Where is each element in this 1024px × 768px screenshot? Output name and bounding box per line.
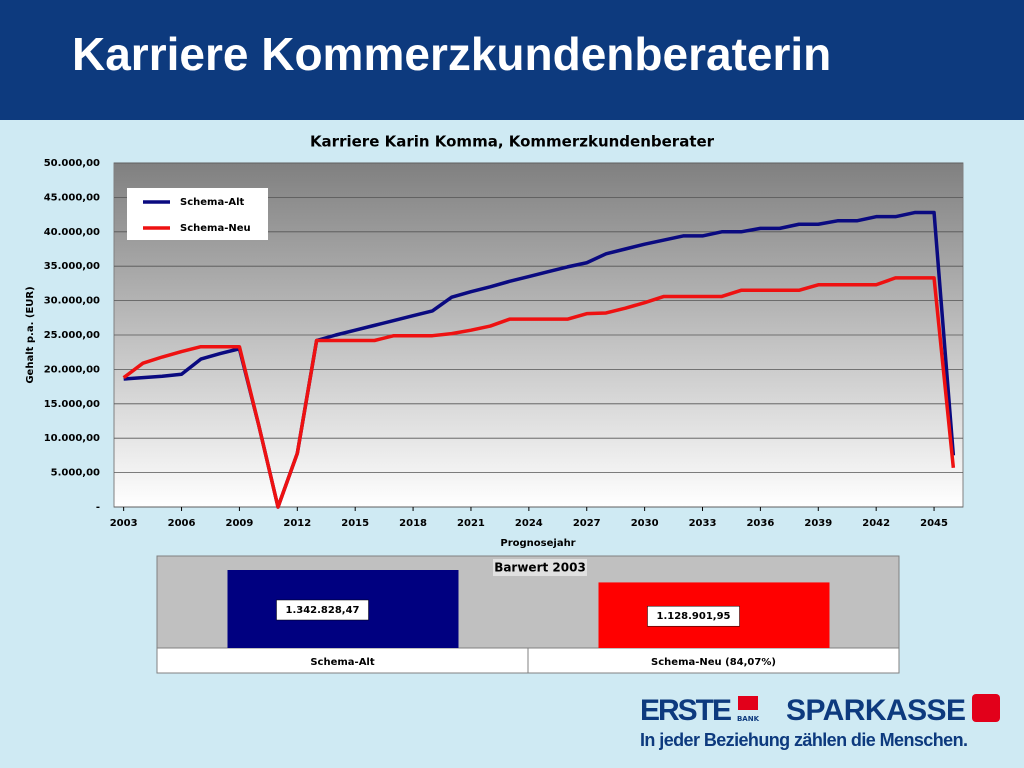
y-tick-label: 45.000,00 xyxy=(44,192,100,203)
y-axis-label: Gehalt p.a. (EUR) xyxy=(25,286,36,383)
header-band xyxy=(0,0,1024,120)
y-tick-label: 15.000,00 xyxy=(44,399,100,410)
bar-chart: Barwert 2003 1.342.828,47 Schema-Alt 1.128… xyxy=(156,555,900,674)
legend-label: Schema-Neu xyxy=(180,223,251,234)
x-tick-label: 2027 xyxy=(573,518,601,529)
value-label: 1.342.828,47 xyxy=(285,605,359,616)
x-tick-label: 2012 xyxy=(283,518,311,529)
x-tick-label: Schema-Alt xyxy=(310,657,375,668)
x-tick-label: 2009 xyxy=(225,518,253,529)
y-tick-label: 25.000,00 xyxy=(44,330,100,341)
y-tick-label: 40.000,00 xyxy=(44,227,100,238)
chart-title: Barwert 2003 xyxy=(494,561,586,575)
y-tick-label: 20.000,00 xyxy=(44,364,100,375)
x-tick-label: 2042 xyxy=(862,518,890,529)
x-tick-label: 2030 xyxy=(631,518,659,529)
y-tick-label: 5.000,00 xyxy=(51,468,100,479)
s-icon xyxy=(972,694,1000,722)
slogan: In jeder Beziehung zählen die Menschen. xyxy=(640,730,968,750)
y-tick-label: 10.000,00 xyxy=(44,433,100,444)
y-tick-label: 35.000,00 xyxy=(44,261,100,272)
value-label-box xyxy=(647,605,740,627)
legend-label: Schema-Alt xyxy=(180,197,245,208)
x-axis-label: Prognosejahr xyxy=(500,538,575,549)
series-line xyxy=(122,276,956,509)
y-tick-label: 30.000,00 xyxy=(44,296,100,307)
x-tick-label: Schema-Neu (84,07%) xyxy=(651,657,776,668)
x-tick-label: 2024 xyxy=(515,518,543,529)
x-tick-label: 2003 xyxy=(110,518,138,529)
x-tick-label: 2006 xyxy=(168,518,196,529)
line-chart: Karriere Karin Komma, Kommerzkundenberat… xyxy=(25,133,964,549)
chart-title: Karriere Karin Komma, Kommerzkundenberat… xyxy=(310,133,715,151)
title-box xyxy=(493,559,587,576)
x-tick-label: 2021 xyxy=(457,518,485,529)
y-tick-label: - xyxy=(96,502,100,513)
x-tick-label: 2039 xyxy=(804,518,832,529)
x-tick-label: 2018 xyxy=(399,518,427,529)
x-tick-label: 2036 xyxy=(746,518,774,529)
s-icon xyxy=(738,696,758,710)
y-tick-label: 50.000,00 xyxy=(44,158,100,169)
value-label-box xyxy=(276,599,369,621)
legend-box xyxy=(127,188,268,240)
brand-erste: ERSTE xyxy=(640,694,732,727)
value-label: 1.128.901,95 xyxy=(656,611,730,622)
brand-erste-sub: BANK xyxy=(737,715,760,723)
slide-title: Karriere Kommerzkundenberaterin xyxy=(72,28,831,80)
x-tick-label: 2033 xyxy=(689,518,717,529)
x-tick-label: 2045 xyxy=(920,518,948,529)
logo: ERSTE BANK SPARKASSE In jeder Beziehung … xyxy=(640,694,1000,750)
x-tick-label: 2015 xyxy=(341,518,369,529)
brand-sparkasse: SPARKASSE xyxy=(786,694,966,727)
